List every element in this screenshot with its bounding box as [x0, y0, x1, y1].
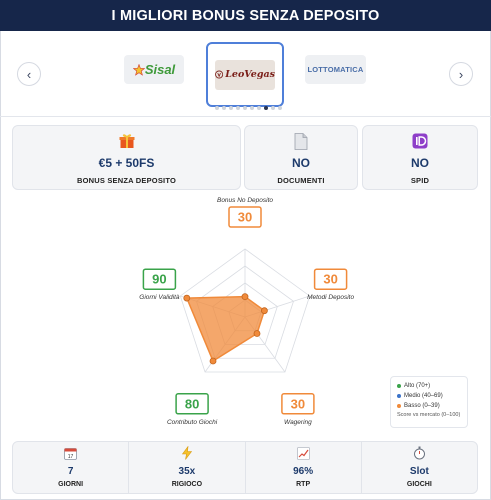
- radar-axis-label: Metodi Deposito: [307, 294, 354, 301]
- legend-swatch-basso: [397, 404, 401, 408]
- pagination-dot[interactable]: [250, 106, 254, 110]
- radar-score-box: [313, 268, 348, 290]
- radar-score-value: 30: [238, 210, 252, 225]
- detail-wagering: 35x RIGIOCO: [129, 442, 246, 493]
- pagination-dot[interactable]: [271, 106, 275, 110]
- pagination-dot[interactable]: [278, 106, 282, 110]
- radar-axis-label: Bonus No Deposito: [217, 197, 273, 204]
- logo-sisal[interactable]: Sisal: [124, 55, 184, 84]
- radar-axis-label: Wagering: [284, 419, 312, 426]
- legend-label-basso: Basso (0–39): [404, 403, 440, 409]
- logo-sisal-text: Sisal: [144, 62, 176, 77]
- radar-data-point: [209, 357, 217, 365]
- gift-icon: [119, 132, 135, 150]
- detail-rtp: 96% RTP: [246, 442, 362, 493]
- radar-score-box: [281, 393, 315, 415]
- sisal-star-icon: [132, 63, 145, 76]
- calendar-icon: 17: [64, 446, 78, 460]
- chart-legend: Alto (70+) Medio (40–69) Basso (0–39) Sc…: [390, 376, 468, 428]
- pagination-dot[interactable]: [257, 106, 261, 110]
- pagination-dot[interactable]: [236, 106, 240, 110]
- rtp-value: 96%: [293, 466, 314, 477]
- radar-score-value: 90: [152, 272, 166, 287]
- detail-games: Slot GIOCHI: [362, 442, 477, 493]
- spid-icon: [412, 132, 428, 150]
- stat-card-spid: NO SPID: [362, 125, 478, 190]
- logo-lottomatica-text: LOTTOMATICA: [307, 65, 364, 74]
- logo-leovegas-text: LeoVegas: [225, 69, 275, 80]
- svg-text:17: 17: [68, 454, 74, 460]
- rtp-label: RTP: [296, 481, 311, 488]
- widget-header: I MIGLIORI BONUS SENZA DEPOSITO: [0, 0, 491, 31]
- logo-lottomatica[interactable]: LOTTOMATICA: [305, 55, 366, 84]
- radar-score-box: [228, 206, 262, 228]
- section-divider: [0, 116, 491, 117]
- days-value: 7: [67, 466, 74, 477]
- documents-label: DOCUMENTI: [277, 176, 325, 185]
- lightning-icon: [181, 446, 193, 460]
- chart-up-icon: [296, 446, 310, 460]
- radar-data-point: [183, 294, 191, 302]
- radar-chart: 30 Bonus No Deposito 30 Metodi Deposito 30 Wa…: [139, 197, 354, 426]
- radar-grid-ring: [196, 265, 294, 359]
- legend-swatch-alto: [397, 384, 401, 388]
- bonus-value: €5 + 50FS: [98, 156, 155, 170]
- logo-leovegas-selected[interactable]: LeoVegas: [206, 42, 284, 107]
- radar-data-point: [261, 307, 268, 315]
- spid-value: NO: [411, 156, 429, 170]
- carousel-next-button[interactable]: ›: [449, 62, 473, 86]
- bonus-details-bar: 17 7 GIORNI 35x RIGIOCO 96% RTP: [12, 441, 478, 494]
- stat-card-bonus: €5 + 50FS BONUS SENZA DEPOSITO: [12, 125, 241, 190]
- wagering-value: 35x: [178, 466, 196, 477]
- chevron-left-icon: ‹: [26, 66, 32, 82]
- stopwatch-icon: [413, 446, 426, 460]
- radar-score-box: [175, 393, 209, 415]
- wagering-label: RIGIOCO: [171, 481, 203, 488]
- pagination-dot-active[interactable]: [264, 106, 268, 110]
- carousel-pagination: [215, 106, 282, 110]
- radar-data-area: [185, 295, 266, 363]
- days-label: GIORNI: [58, 481, 84, 488]
- radar-axis-label: Contributo Giochi: [167, 419, 218, 426]
- chevron-right-icon: ›: [458, 66, 464, 82]
- bonus-label: BONUS SENZA DEPOSITO: [76, 176, 176, 185]
- documents-value: NO: [292, 156, 310, 170]
- header-title: I MIGLIORI BONUS SENZA DEPOSITO: [111, 7, 380, 24]
- legend-item-alto: Alto (70+): [397, 381, 461, 391]
- radar-data-point: [241, 293, 249, 301]
- pagination-dot[interactable]: [229, 106, 233, 110]
- radar-score-value: 30: [323, 272, 337, 287]
- radar-score-value: 30: [291, 396, 305, 411]
- stat-card-documents: NO DOCUMENTI: [244, 125, 358, 190]
- radar-data-point: [253, 330, 261, 337]
- carousel-prev-button[interactable]: ‹: [17, 62, 41, 86]
- legend-note: Score vs mercato (0–100): [397, 412, 461, 418]
- radar-score-value: 80: [185, 396, 199, 411]
- pagination-dot[interactable]: [222, 106, 226, 110]
- pagination-dot[interactable]: [243, 106, 247, 110]
- radar-score-box: [142, 268, 177, 290]
- pagination-dot[interactable]: [215, 106, 219, 110]
- legend-label-alto: Alto (70+): [404, 383, 431, 389]
- spid-label: SPID: [410, 176, 430, 185]
- document-icon: [294, 132, 308, 150]
- legend-label-medio: Medio (40–69): [404, 393, 443, 399]
- lion-emblem-icon: [215, 70, 224, 79]
- games-label: GIOCHI: [406, 481, 432, 488]
- legend-item-basso: Basso (0–39): [397, 401, 461, 411]
- detail-days: 17 7 GIORNI: [13, 442, 130, 493]
- games-value: Slot: [409, 466, 429, 477]
- radar-grid-ring: [179, 248, 311, 373]
- legend-swatch-medio: [397, 394, 401, 398]
- radar-axis-label: Giorni Validità: [139, 294, 180, 301]
- logo-leovegas: LeoVegas: [215, 59, 275, 90]
- legend-item-medio: Medio (40–69): [397, 391, 461, 401]
